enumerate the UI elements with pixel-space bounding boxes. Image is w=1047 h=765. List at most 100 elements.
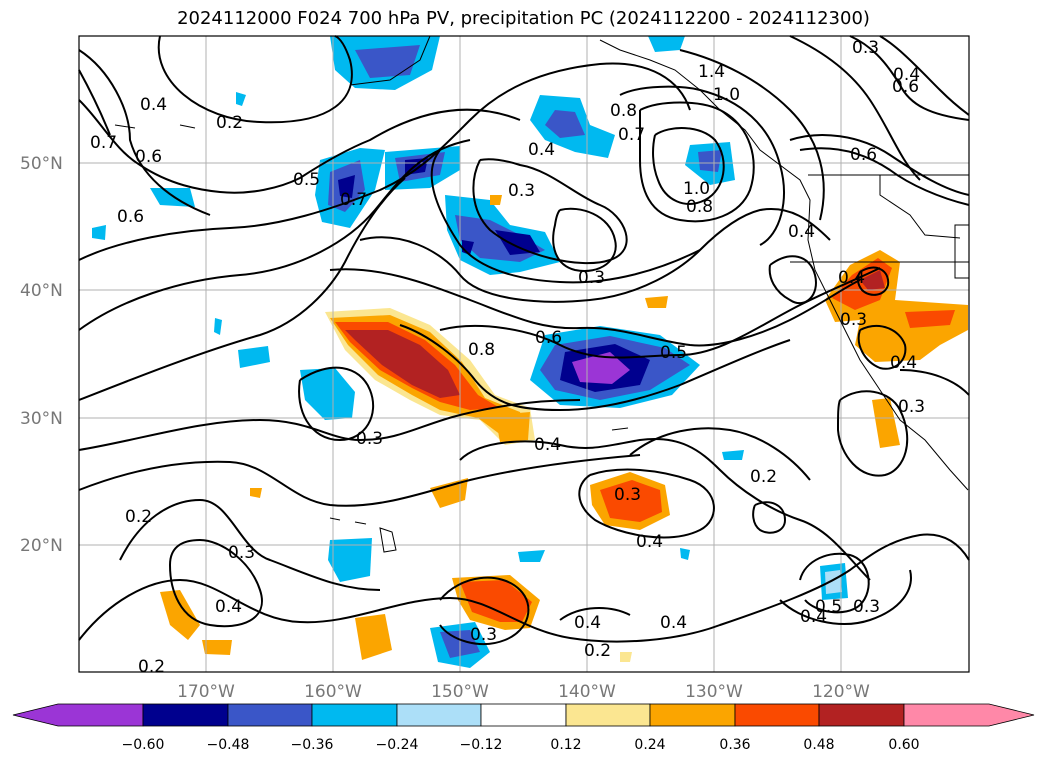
lat-label: 50°N: [20, 154, 63, 174]
precip-area-pos: [620, 652, 632, 662]
colorbar-bin: [480, 703, 567, 727]
colorbar-tick-label: 0.12: [550, 737, 581, 753]
contour-label: 0.4: [890, 353, 917, 373]
lat-label: 20°N: [20, 536, 63, 556]
contour-labels: 0.3 0.4 1.4 1.0 0.6 0.4 0.2 0.6 0.7 0.6 …: [90, 38, 925, 677]
pv-contours: [78, 35, 970, 645]
contour-label: 1.4: [698, 62, 725, 82]
contour-label: 0.3: [356, 429, 383, 449]
colorbar-bin: [227, 703, 313, 727]
precip-area-neg: [238, 346, 270, 368]
precip-area-neg: [338, 175, 355, 198]
precip-area-neg: [648, 36, 685, 52]
precip-area-neg: [355, 45, 420, 78]
precip-area-pos: [250, 488, 262, 498]
precip-area-pos: [495, 412, 530, 442]
contour-label: 0.7: [90, 133, 117, 153]
precip-area-neg: [825, 570, 842, 594]
contour-label: 0.4: [215, 597, 242, 617]
colorbar-tick-label: −0.48: [207, 737, 250, 753]
contour-label: 0.4: [800, 607, 827, 627]
contour-label: 0.4: [528, 140, 555, 160]
contour-label: 0.4: [574, 613, 601, 633]
colorbar-high-extend: [903, 703, 1035, 727]
figure-title: 2024112000 F024 700 hPa PV, precipitatio…: [177, 8, 870, 29]
lat-label: 30°N: [20, 409, 63, 429]
contour-label: 0.2: [138, 657, 165, 677]
contour-label: 0.3: [614, 485, 641, 505]
precip-area-pos: [645, 296, 668, 308]
colorbar-low-extend: [12, 703, 144, 727]
colorbar-bin: [649, 703, 736, 727]
precip-area-pos: [600, 480, 662, 522]
lon-label: 140°W: [558, 682, 616, 702]
lon-label: 160°W: [304, 682, 362, 702]
precip-area-neg: [722, 450, 744, 460]
precip-area-neg: [495, 230, 540, 255]
contour-label: 0.4: [636, 532, 663, 552]
lon-label: 130°W: [685, 682, 743, 702]
precip-area-pos: [860, 270, 885, 290]
colorbar-tick-label: −0.12: [460, 737, 503, 753]
precip-area-neg: [545, 110, 585, 138]
precip-area-pos: [905, 310, 955, 328]
contour-label: 0.2: [125, 507, 152, 527]
map-frame: [78, 35, 970, 673]
lon-label: 150°W: [431, 682, 489, 702]
contour-label: 0.6: [135, 147, 162, 167]
lon-label: 170°W: [177, 682, 235, 702]
colorbar: −0.60 −0.48 −0.36 −0.24 −0.12 0.12 0.24 …: [12, 703, 1035, 753]
colorbar-bin: [565, 703, 651, 727]
precip-area-pos: [872, 398, 900, 448]
precip-area-neg: [680, 548, 690, 560]
colorbar-tick-label: −0.60: [122, 737, 165, 753]
contour-label: 0.4: [838, 268, 865, 288]
latitude-labels: 50°N 40°N 30°N 20°N: [20, 154, 63, 556]
precip-area-pos: [202, 640, 232, 655]
precip-fill-layer: [92, 36, 968, 668]
contour-label: 0.3: [898, 397, 925, 417]
contour-label: 0.3: [470, 625, 497, 645]
colorbar-bin: [396, 703, 482, 727]
precip-area-neg: [236, 92, 246, 106]
precip-area-pos: [345, 330, 460, 398]
colorbar-tick-label: −0.36: [291, 737, 334, 753]
colorbar-tick-label: 0.36: [719, 737, 750, 753]
contour-label: 1.0: [713, 85, 740, 105]
precip-area-pos: [160, 590, 200, 640]
contour-label: 0.3: [853, 597, 880, 617]
contour-label: 0.8: [686, 197, 713, 217]
lat-label: 40°N: [20, 281, 63, 301]
precip-area-pos: [460, 580, 532, 622]
precip-area-neg: [300, 368, 355, 420]
contour-label: 0.3: [228, 543, 255, 563]
precip-area-neg: [698, 150, 722, 172]
colorbar-bin: [734, 703, 820, 727]
precip-area-neg: [92, 225, 106, 240]
contour-label: 0.7: [340, 190, 367, 210]
contour-label: 0.6: [850, 145, 877, 165]
longitude-labels: 170°W 160°W 150°W 140°W 130°W 120°W: [177, 682, 870, 702]
contour-label: 0.3: [840, 310, 867, 330]
precip-area-neg: [214, 318, 222, 335]
contour-label: 0.5: [293, 170, 320, 190]
contour-label: 0.3: [508, 181, 535, 201]
coastlines: [114, 35, 970, 553]
contour-label: 0.8: [610, 101, 637, 121]
contour-label: 0.6: [117, 207, 144, 227]
contour-label: 0.6: [535, 328, 562, 348]
contour-label: 0.4: [660, 613, 687, 633]
contour-label: 0.4: [534, 435, 561, 455]
contour-label: 0.3: [578, 268, 605, 288]
contour-label: 0.5: [815, 597, 842, 617]
contour-label: 0.4: [893, 65, 920, 85]
colorbar-bin: [311, 703, 398, 727]
colorbar-tick-label: 0.48: [803, 737, 834, 753]
contour-label: 0.7: [618, 125, 645, 145]
contour-label: 1.0: [683, 179, 710, 199]
contour-label: 0.2: [584, 641, 611, 661]
colorbar-tick-label: −0.24: [376, 737, 419, 753]
precip-area-pos: [832, 258, 892, 310]
gridlines: [79, 36, 969, 672]
precip-area-neg: [518, 550, 545, 562]
